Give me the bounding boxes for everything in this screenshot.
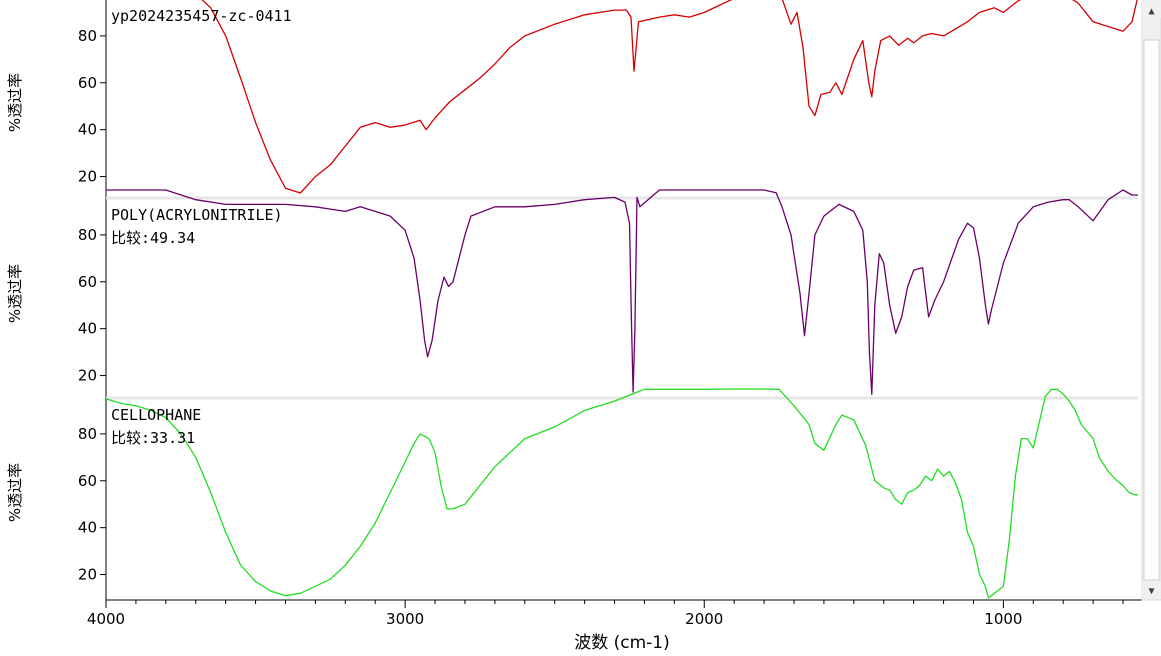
y-tick-label: 60: [78, 472, 97, 490]
y-tick-label: 80: [78, 226, 97, 244]
scroll-down-button[interactable]: ▼: [1142, 581, 1161, 599]
y-axis-label: %透过率: [6, 264, 24, 323]
x-tick-label: 3000: [386, 610, 424, 628]
y-tick-label: 40: [78, 519, 97, 537]
x-tick-label: 2000: [685, 610, 723, 628]
spectrum-panel: 80 60 40 20 %透过率 POLY(ACRYLONITRILE) 比较:49.34: [6, 189, 1138, 395]
x-tick-label: 4000: [87, 610, 125, 628]
y-tick-label: 80: [78, 27, 97, 45]
panel-title: yp2024235457-zc-0411: [111, 7, 292, 25]
y-tick-label: 40: [78, 121, 97, 139]
spectrum-line: [106, 189, 1138, 395]
panel-title: POLY(ACRYLONITRILE): [111, 206, 283, 224]
y-tick-label: 60: [78, 273, 97, 291]
spectrum-panels: 10080604020%透过率yp2024235457-zc-041180604…: [6, 0, 1138, 599]
x-tick-label: 1000: [984, 610, 1022, 628]
y-tick-label: 20: [78, 168, 97, 186]
y-tick-label: 80: [78, 425, 97, 443]
y-tick-label: 20: [78, 566, 97, 584]
y-axis-label: %透过率: [6, 73, 24, 132]
y-tick-label: 60: [78, 74, 97, 92]
y-axis-label: %透过率: [6, 463, 24, 522]
x-axis-label: 波数 (cm-1): [574, 633, 670, 652]
chevron-up-icon: ▲: [1148, 6, 1154, 17]
y-tick-label: 20: [78, 367, 97, 385]
panel-match-score: 比较:49.34: [111, 229, 195, 247]
spectrum-line: [105, 388, 1138, 599]
x-axis: 4000 3000 2000 1000: [87, 600, 1124, 628]
scrollbar-thumb[interactable]: [1143, 39, 1160, 581]
spectrum-panel: 80 60 40 20 %透过率 CELLOPHANE 比较:33.31: [6, 388, 1138, 599]
vertical-scrollbar[interactable]: ▲ ▼: [1141, 0, 1161, 601]
spectrum-line: [201, 0, 1138, 194]
chevron-down-icon: ▼: [1148, 586, 1154, 597]
y-tick-label: 40: [78, 320, 97, 338]
panel-match-score: 比较:33.31: [111, 429, 195, 447]
scroll-up-button[interactable]: ▲: [1142, 0, 1161, 18]
panel-title: CELLOPHANE: [111, 406, 201, 424]
